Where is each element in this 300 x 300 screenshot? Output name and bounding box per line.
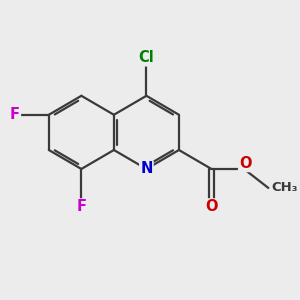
Text: Cl: Cl	[139, 50, 154, 65]
Text: O: O	[205, 200, 218, 214]
Text: N: N	[140, 161, 153, 176]
Text: F: F	[10, 107, 20, 122]
Text: F: F	[76, 200, 86, 214]
Text: O: O	[239, 156, 252, 171]
Text: CH₃: CH₃	[271, 182, 298, 194]
